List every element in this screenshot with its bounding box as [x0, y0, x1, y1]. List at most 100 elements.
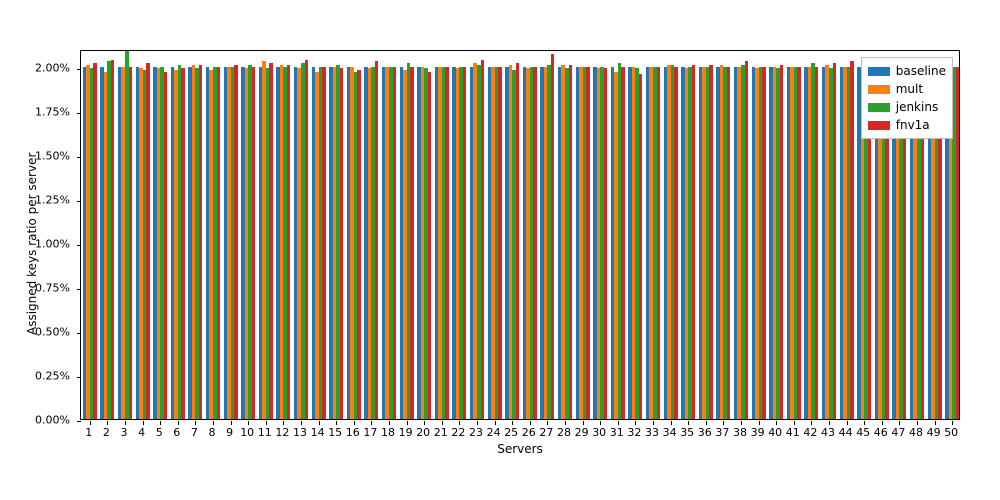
bar-fnv1a	[93, 63, 97, 419]
legend-label: fnv1a	[896, 118, 930, 132]
xtick-label: 50	[944, 426, 958, 439]
bar-fnv1a	[181, 68, 185, 419]
bar-fnv1a	[604, 68, 608, 419]
xtick-mark	[759, 421, 760, 425]
xtick-label: 36	[698, 426, 712, 439]
xtick-label: 11	[258, 426, 272, 439]
legend-swatch	[868, 103, 890, 112]
bar-fnv1a	[234, 65, 238, 419]
bar-fnv1a	[305, 60, 309, 419]
xtick-mark	[213, 421, 214, 425]
legend-item-fnv1a: fnv1a	[868, 116, 946, 134]
xtick-mark	[635, 421, 636, 425]
xtick-label: 41	[786, 426, 800, 439]
xtick-label: 19	[399, 426, 413, 439]
legend-swatch	[868, 121, 890, 130]
xtick-mark	[283, 421, 284, 425]
legend-swatch	[868, 85, 890, 94]
xtick-mark	[495, 421, 496, 425]
bar-fnv1a	[445, 67, 449, 419]
legend-item-mult: mult	[868, 80, 946, 98]
xtick-label: 34	[663, 426, 677, 439]
ytick-label: 0.75%	[35, 281, 70, 294]
legend-label: jenkins	[896, 100, 938, 114]
bar-fnv1a	[164, 72, 168, 419]
xtick-label: 4	[138, 426, 145, 439]
xtick-mark	[671, 421, 672, 425]
ytick-label: 0.25%	[35, 369, 70, 382]
xtick-label: 48	[909, 426, 923, 439]
bar-fnv1a	[569, 65, 573, 419]
xtick-mark	[653, 421, 654, 425]
xtick-label: 2	[103, 426, 110, 439]
bar-fnv1a	[780, 65, 784, 419]
legend-item-jenkins: jenkins	[868, 98, 946, 116]
xtick-mark	[794, 421, 795, 425]
ytick-mark	[77, 69, 81, 70]
xtick-mark	[477, 421, 478, 425]
bar-fnv1a	[727, 67, 731, 419]
xtick-mark	[952, 421, 953, 425]
bar-fnv1a	[357, 70, 361, 419]
bar-fnv1a	[621, 67, 625, 419]
xtick-mark	[424, 421, 425, 425]
xtick-label: 39	[751, 426, 765, 439]
legend-swatch	[868, 67, 890, 76]
ytick-mark	[77, 245, 81, 246]
xtick-mark	[935, 421, 936, 425]
xtick-label: 43	[821, 426, 835, 439]
xtick-mark	[706, 421, 707, 425]
xtick-mark	[90, 421, 91, 425]
bar-fnv1a	[322, 67, 326, 419]
xtick-label: 47	[891, 426, 905, 439]
bar-fnv1a	[428, 72, 432, 419]
xtick-mark	[741, 421, 742, 425]
xtick-label: 16	[346, 426, 360, 439]
legend-item-baseline: baseline	[868, 62, 946, 80]
xtick-label: 32	[627, 426, 641, 439]
bar-fnv1a	[340, 68, 344, 419]
xtick-label: 6	[173, 426, 180, 439]
xtick-mark	[336, 421, 337, 425]
xtick-mark	[811, 421, 812, 425]
xtick-mark	[389, 421, 390, 425]
bar-fnv1a	[375, 61, 379, 419]
xtick-label: 44	[839, 426, 853, 439]
ytick-mark	[77, 289, 81, 290]
xtick-label: 31	[610, 426, 624, 439]
xtick-mark	[530, 421, 531, 425]
ytick-mark	[77, 333, 81, 334]
xtick-mark	[178, 421, 179, 425]
xtick-label: 18	[381, 426, 395, 439]
bar-fnv1a	[586, 67, 590, 419]
xtick-label: 37	[715, 426, 729, 439]
xtick-label: 1	[85, 426, 92, 439]
xtick-mark	[723, 421, 724, 425]
xtick-label: 10	[240, 426, 254, 439]
xtick-label: 38	[733, 426, 747, 439]
bar-fnv1a	[129, 67, 133, 419]
xtick-mark	[600, 421, 601, 425]
xtick-mark	[459, 421, 460, 425]
x-axis-label: Servers	[497, 442, 543, 456]
xtick-mark	[231, 421, 232, 425]
bar-fnv1a	[956, 67, 960, 419]
bar-fnv1a	[797, 67, 801, 419]
xtick-label: 30	[592, 426, 606, 439]
xtick-label: 35	[680, 426, 694, 439]
xtick-label: 24	[487, 426, 501, 439]
bar-fnv1a	[269, 63, 273, 419]
bar-fnv1a	[481, 60, 485, 419]
xtick-label: 21	[434, 426, 448, 439]
xtick-mark	[319, 421, 320, 425]
ytick-label: 1.00%	[35, 237, 70, 250]
bar-fnv1a	[199, 65, 203, 419]
bar-fnv1a	[146, 63, 150, 419]
xtick-label: 17	[363, 426, 377, 439]
legend-label: baseline	[896, 64, 946, 78]
bar-fnv1a	[692, 65, 696, 419]
xtick-mark	[195, 421, 196, 425]
bar-fnv1a	[410, 67, 414, 419]
xtick-label: 13	[293, 426, 307, 439]
legend-label: mult	[896, 82, 923, 96]
